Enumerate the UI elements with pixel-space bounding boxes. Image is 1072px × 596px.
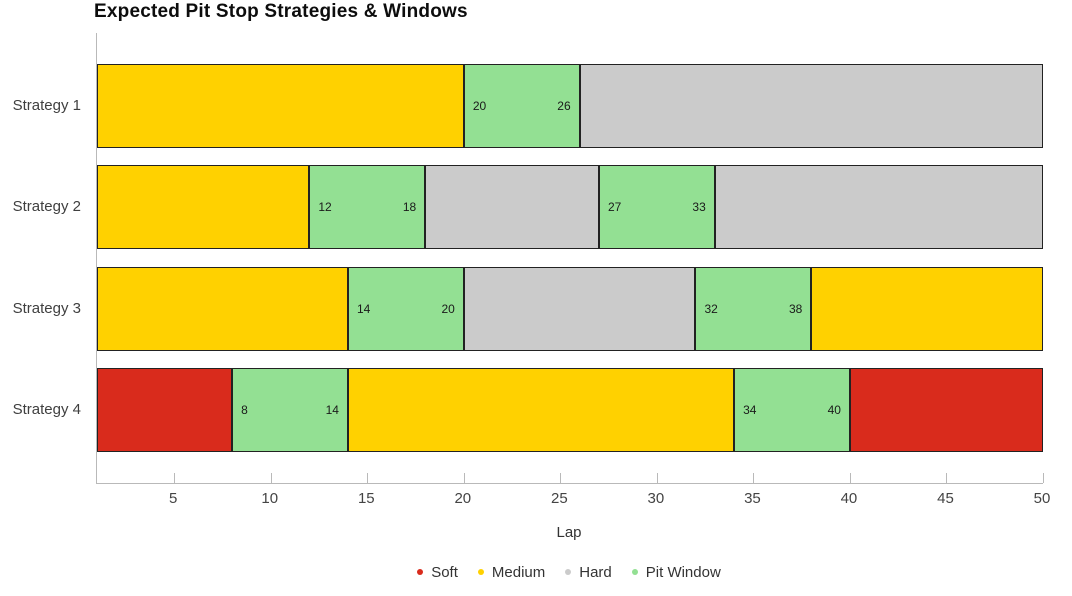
stint-segment-medium <box>811 266 1043 351</box>
x-tick-label: 30 <box>647 490 665 507</box>
legend-item-hard: Hard <box>565 564 612 581</box>
pit-window-end-label: 14 <box>325 402 339 417</box>
x-axis-title: Lap <box>556 524 582 541</box>
y-axis-label: Strategy 2 <box>12 198 81 216</box>
x-tick-label: 5 <box>169 490 178 507</box>
x-axis-ticks: 5 10 15 20 25 30 35 40 45 50 <box>96 490 1050 510</box>
legend-dot-medium <box>477 569 484 575</box>
stint-segment-medium <box>347 367 735 452</box>
legend-dot-hard <box>565 569 572 575</box>
pit-window-segment: 27 33 <box>598 165 715 250</box>
pit-window-start-label: 14 <box>356 301 371 316</box>
legend-item-medium: Medium <box>477 563 546 581</box>
x-tick-mark <box>946 473 948 483</box>
pit-window-start-label: 8 <box>241 402 248 417</box>
x-tick-mark <box>656 473 658 483</box>
pit-window-end-label: 26 <box>557 99 571 113</box>
pit-window-start-label: 34 <box>743 402 757 417</box>
x-tick-label: 45 <box>937 490 954 507</box>
stint-segment-soft <box>849 367 1043 452</box>
plot-area: 20 26 12 18 27 33 14 20 32 38 8 14 34 40 <box>96 33 1044 484</box>
strategy-row-4: 8 14 34 40 <box>97 367 1043 452</box>
legend-label: Medium <box>491 563 546 581</box>
legend-label: Pit Window <box>645 563 721 581</box>
legend-dot-pit-window <box>631 569 638 575</box>
stint-segment-hard <box>425 165 599 250</box>
legend-label: Soft <box>431 563 458 581</box>
pit-window-segment: 8 14 <box>232 367 348 452</box>
pit-window-segment: 34 40 <box>734 367 850 452</box>
stint-segment-hard <box>463 266 696 351</box>
x-tick-mark <box>367 473 369 483</box>
pit-window-end-label: 33 <box>692 200 706 215</box>
y-axis-label: Strategy 4 <box>12 400 81 418</box>
y-axis-label: Strategy 3 <box>12 299 81 317</box>
x-tick-label: 40 <box>840 490 858 507</box>
x-tick-label: 25 <box>551 490 568 507</box>
pit-window-end-label: 38 <box>788 301 803 316</box>
x-tick-mark <box>1043 473 1044 483</box>
pit-window-start-label: 32 <box>704 301 718 316</box>
x-tick-label: 35 <box>744 490 761 507</box>
stint-segment-soft <box>97 367 233 452</box>
stint-segment-medium <box>97 266 348 351</box>
x-tick-mark <box>560 473 562 483</box>
pit-window-segment: 32 38 <box>695 266 812 351</box>
chart-title: Expected Pit Stop Strategies & Windows <box>94 1 468 22</box>
pit-window-segment: 12 18 <box>309 165 426 250</box>
pit-window-start-label: 12 <box>318 200 332 215</box>
x-tick-mark <box>849 473 851 483</box>
pit-window-start-label: 20 <box>472 99 487 113</box>
x-tick-label: 50 <box>1033 490 1051 507</box>
pit-window-segment: 14 20 <box>347 266 464 351</box>
legend-dot-soft <box>417 569 424 575</box>
legend-item-soft: Soft <box>417 564 458 581</box>
strategy-row-2: 12 18 27 33 <box>97 165 1043 250</box>
x-tick-mark <box>463 473 465 483</box>
stint-segment-hard <box>579 64 1043 148</box>
stint-segment-medium <box>97 64 464 148</box>
x-tick-label: 20 <box>454 490 472 507</box>
legend-item-pit-window: Pit Window <box>631 563 721 581</box>
x-tick-mark <box>753 473 755 483</box>
legend: Soft Medium Hard Pit Window <box>96 560 1042 584</box>
y-axis-label: Strategy 1 <box>12 97 81 114</box>
y-axis-labels: Strategy 1 Strategy 2 Strategy 3 Strategy 4 <box>0 33 88 483</box>
x-tick-label: 15 <box>357 490 375 507</box>
x-tick-label: 10 <box>261 490 279 507</box>
legend-label: Hard <box>579 563 612 581</box>
pit-window-end-label: 40 <box>827 402 841 417</box>
x-tick-mark <box>174 473 176 483</box>
strategy-row-3: 14 20 32 38 <box>97 266 1043 351</box>
strategy-row-1: 20 26 <box>97 64 1043 148</box>
pit-window-start-label: 27 <box>607 200 622 215</box>
pit-window-end-label: 18 <box>402 200 417 215</box>
x-tick-mark <box>270 473 272 483</box>
pit-window-segment: 20 26 <box>463 64 580 148</box>
stint-segment-hard <box>714 165 1043 250</box>
stint-segment-medium <box>97 165 310 250</box>
pit-window-end-label: 20 <box>441 301 455 316</box>
